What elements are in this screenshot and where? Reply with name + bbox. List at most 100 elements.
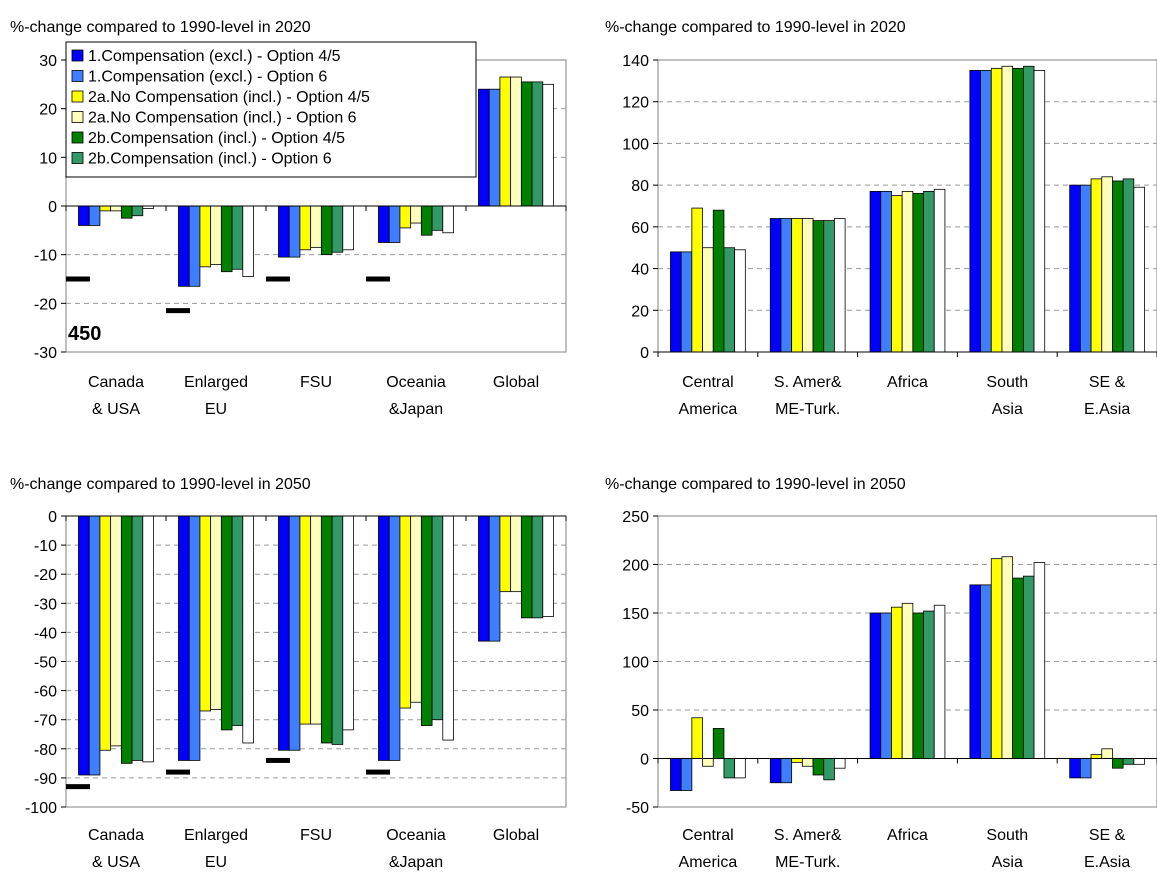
bar-series-7-cat-5 [1133, 758, 1145, 765]
category-label: Enlarged [184, 827, 248, 844]
bar-series-4-cat-1 [110, 205, 122, 212]
legend-label-6: 2b.Compensation (incl.) - Option 6 [88, 151, 332, 168]
bar-series-1-cat-5 [1069, 758, 1081, 779]
category-label: &Japan [389, 401, 443, 418]
legend-label-2: 1.Compensation (excl.) - Option 6 [88, 69, 327, 86]
y-tick-label: -50 [34, 655, 57, 672]
y-tick-label: 250 [622, 509, 649, 526]
legend-swatch-3 [71, 90, 84, 103]
category-label: Global [493, 374, 539, 391]
bar-series-2-cat-2 [780, 218, 793, 353]
legend-label-4: 2a.No Compensation (incl.) - Option 6 [88, 110, 357, 127]
category-label: Africa [887, 374, 928, 391]
bar-series-2-cat-5 [488, 515, 501, 642]
target-marker-cat-1 [66, 276, 90, 282]
bar-series-6-cat-4 [431, 205, 444, 231]
bar-series-4-cat-2 [210, 205, 222, 265]
target-marker-cat-4 [366, 769, 390, 775]
bar-series-3-cat-2 [791, 758, 803, 763]
bar-series-5-cat-2 [812, 220, 825, 353]
target-marker-cat-2 [166, 769, 190, 775]
bar-series-3-cat-1 [691, 717, 703, 759]
bar-series-4-cat-1 [110, 515, 122, 747]
bar-series-1-cat-4 [378, 515, 390, 761]
category-label: SE & [1089, 827, 1126, 844]
y-tick-label: 10 [39, 150, 57, 167]
bar-series-1-cat-4 [378, 205, 390, 243]
category-label: Oceania [386, 374, 446, 391]
bar-series-2-cat-4 [980, 584, 992, 759]
category-label: EU [205, 854, 227, 871]
bar-series-2-cat-4 [388, 515, 401, 761]
y-tick-label: 20 [39, 102, 57, 119]
bar-series-5-cat-1 [120, 515, 133, 764]
bar-series-5-cat-1 [712, 209, 725, 353]
chart-title: %-change compared to 1990-level in 2050 [605, 476, 906, 493]
bar-series-2-cat-1 [88, 515, 101, 776]
y-tick-label: 20 [631, 303, 649, 320]
bar-series-4-cat-1 [702, 247, 714, 353]
category-label: Central [682, 374, 734, 391]
bar-series-3-cat-3 [891, 606, 903, 759]
bar-series-2-cat-1 [680, 758, 693, 791]
chart-3: %-change compared to 1990-level in 2050 -… [10, 476, 567, 871]
bar-series-2-cat-2 [188, 515, 201, 761]
y-tick-label: 80 [631, 178, 649, 195]
bar-series-2-cat-3 [288, 205, 301, 258]
legend: 1.Compensation (excl.) - Option 4/5 1.Com… [65, 41, 477, 178]
bar-series-3-cat-1 [691, 207, 703, 353]
bar-series-4-cat-2 [801, 758, 814, 767]
target-marker-cat-2 [166, 308, 190, 314]
category-label: FSU [300, 827, 332, 844]
bar-series-5-cat-5 [520, 81, 533, 207]
y-tick-label: 50 [631, 703, 649, 720]
y-tick-label: 120 [622, 95, 649, 112]
y-tick-label: -90 [34, 771, 57, 788]
bar-series-4-cat-2 [801, 218, 814, 353]
y-tick-label: 150 [622, 606, 649, 623]
category-label: Africa [887, 827, 928, 844]
bar-series-7-cat-2 [242, 205, 254, 277]
y-tick-label: 200 [622, 558, 649, 575]
bar-series-2-cat-4 [388, 205, 401, 243]
bar-series-4-cat-3 [310, 205, 322, 248]
bar-series-6-cat-5 [1122, 178, 1135, 353]
category-label: South [986, 374, 1028, 391]
bar-series-7-cat-2 [834, 758, 846, 769]
bar-series-4-cat-4 [1001, 65, 1014, 353]
target-marker-cat-3 [266, 757, 290, 763]
bar-series-6-cat-5 [531, 81, 544, 207]
category-label: America [679, 854, 738, 871]
bar-series-5-cat-4 [420, 205, 433, 236]
bar-series-7-cat-2 [242, 515, 254, 744]
bar-series-7-cat-1 [734, 758, 746, 779]
bar-series-2-cat-4 [980, 70, 992, 353]
bar-series-7-cat-4 [442, 205, 454, 234]
legend-label-5: 2b.Compensation (incl.) - Option 4/5 [88, 130, 345, 147]
bar-series-3-cat-5 [499, 76, 512, 207]
bar-series-3-cat-4 [399, 515, 412, 709]
bar-series-5-cat-3 [320, 515, 333, 744]
bar-series-5-cat-2 [220, 205, 233, 273]
y-tick-label: -70 [34, 713, 57, 730]
bar-series-4-cat-3 [901, 190, 914, 353]
bar-series-4-cat-3 [901, 602, 914, 759]
scenario-annotation: 450 [68, 323, 101, 345]
bar-series-6-cat-2 [823, 220, 835, 353]
legend-box [65, 41, 477, 178]
y-tick-label: 0 [48, 509, 57, 526]
bar-series-2-cat-1 [680, 251, 693, 353]
category-label: &Japan [389, 854, 443, 871]
y-tick-label: -40 [34, 625, 57, 642]
bar-series-7-cat-5 [1133, 186, 1145, 353]
bar-series-2-cat-2 [780, 758, 793, 784]
bar-series-1-cat-3 [278, 515, 290, 751]
chart-title: %-change compared to 1990-level in 2020 [605, 19, 906, 36]
y-tick-label: 0 [640, 345, 649, 362]
bar-series-6-cat-2 [231, 515, 244, 726]
legend-swatch-2 [71, 70, 84, 82]
category-label: Global [493, 827, 539, 844]
y-tick-label: -60 [34, 684, 57, 701]
y-tick-label: -10 [34, 248, 57, 265]
y-tick-label: 0 [48, 199, 57, 216]
